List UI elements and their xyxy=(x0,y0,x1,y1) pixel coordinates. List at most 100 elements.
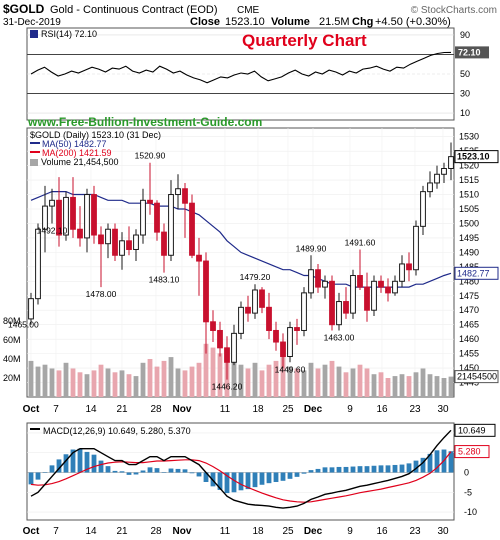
candle-body xyxy=(189,202,195,256)
volume-bar xyxy=(329,360,335,397)
rsi-tick-label: 10 xyxy=(460,108,470,118)
volume-bar xyxy=(399,374,405,397)
volume-badge xyxy=(454,370,499,384)
candle-body xyxy=(140,199,146,236)
x-axis-label-mid: 9 xyxy=(347,404,353,415)
x-axis-label-mid: Oct xyxy=(23,404,40,415)
macd-grid xyxy=(27,432,454,513)
macd-histogram-bar xyxy=(364,466,370,473)
volume-bar xyxy=(420,368,426,397)
candle-body xyxy=(196,254,202,262)
volume-bar xyxy=(49,368,55,397)
source-label: © StockCharts.com xyxy=(411,5,497,16)
macd-histogram-bar xyxy=(280,472,286,481)
volume-bar xyxy=(154,366,160,397)
macd-panel: MACD(12,26,9) 10.649, 5.280, 5.370 1050-… xyxy=(26,422,496,521)
volume-bar xyxy=(315,368,321,397)
candle-body xyxy=(343,301,349,314)
macd-histogram-bar xyxy=(413,460,419,473)
candle-body xyxy=(210,321,216,331)
rsi-axis: 907050301072.10 xyxy=(455,30,489,118)
candle-body xyxy=(378,280,384,288)
volume-bar xyxy=(280,355,286,397)
macd-histogram-bar xyxy=(168,468,174,473)
rsi-line xyxy=(30,51,452,84)
price-annotation-label: 1463.00 xyxy=(324,332,355,342)
price-annotation-label: 1491.60 xyxy=(345,237,376,247)
volume-bar xyxy=(350,368,356,397)
candle-body xyxy=(238,306,244,334)
price-frame xyxy=(26,127,455,398)
volume-bar xyxy=(203,343,209,397)
volume-bar xyxy=(392,376,398,397)
x-axis-label-mid: 28 xyxy=(150,404,162,415)
macd-histogram-bar xyxy=(357,466,363,473)
candle-body xyxy=(133,234,139,250)
candle-body xyxy=(420,191,426,227)
website-link[interactable]: www.Free-Bullion-Investment-Guide.com xyxy=(27,115,262,129)
price-annotation-label: 1520.90 xyxy=(135,151,166,161)
volume-value: 21.5M xyxy=(319,16,350,28)
macd-histogram-bar xyxy=(350,466,356,473)
volume-bar xyxy=(259,370,265,397)
volume-bar xyxy=(357,364,363,397)
candle-body xyxy=(315,269,321,288)
volume-bar xyxy=(189,366,195,397)
macd-histogram-bar xyxy=(238,472,244,491)
volume-tick-label: 60M xyxy=(3,335,21,345)
volume-bar xyxy=(301,370,307,397)
candle-body xyxy=(392,280,398,294)
volume-bar xyxy=(84,374,90,397)
volume-bars xyxy=(28,343,454,397)
macd-histogram-bar xyxy=(49,465,55,473)
volume-bar xyxy=(336,366,342,397)
candle-body xyxy=(161,231,167,256)
x-axis-label-bottom: Nov xyxy=(173,526,192,537)
macd-histogram-bar xyxy=(385,465,391,473)
macd-line xyxy=(30,429,452,509)
price-badge-text: 1523.10 xyxy=(457,152,490,162)
ma50-legend: MA(50) 1482.77 xyxy=(42,139,107,149)
volume-bar xyxy=(126,374,132,397)
volume-label: Volume xyxy=(271,16,310,28)
x-axis-label-bottom: 28 xyxy=(150,526,162,537)
x-axis-label-bottom: Dec xyxy=(304,526,323,537)
volume-bar xyxy=(364,368,370,397)
x-axis-label-bottom: 7 xyxy=(53,526,59,537)
volume-bar xyxy=(413,372,419,397)
macd-histogram-bar xyxy=(294,472,300,477)
x-axis-label-bottom: Oct xyxy=(23,526,40,537)
candles xyxy=(28,142,454,380)
price-tick-label: 1465 xyxy=(459,320,479,330)
candle-body xyxy=(56,199,62,236)
price-annotation-label: 1465.00 xyxy=(8,320,39,330)
volume-badge-text: 21454500 xyxy=(457,372,497,382)
ma200-legend-swatch xyxy=(30,151,40,153)
macd-badge-text: 10.649 xyxy=(458,425,486,435)
macd-histogram-bar xyxy=(189,472,195,474)
price-tick-label: 1515 xyxy=(459,175,479,185)
macd-histogram-bar xyxy=(147,467,153,473)
candle-body xyxy=(217,329,223,349)
rsi-panel: RSI(14) 72.10 Quarterly Chart 9070503010… xyxy=(26,27,489,121)
candle-body xyxy=(112,228,118,256)
candle-body xyxy=(42,205,48,230)
macd-tick-label: 0 xyxy=(464,467,469,477)
volume-bar xyxy=(217,353,223,397)
candle-body xyxy=(280,341,286,358)
volume-bar xyxy=(182,370,188,397)
candle-body xyxy=(406,263,412,271)
candle-body xyxy=(35,228,41,300)
volume-bar xyxy=(119,370,125,397)
volume-bar xyxy=(175,368,181,397)
candle-body xyxy=(441,167,447,175)
x-axis-label-mid: 25 xyxy=(282,404,294,415)
volume-bar xyxy=(133,376,139,397)
price-annotation-label: 1478.00 xyxy=(86,289,117,299)
candle-body xyxy=(175,188,181,196)
rsi-tick-label: 50 xyxy=(460,69,470,79)
volume-bar xyxy=(42,364,48,397)
x-axis-label-mid: 21 xyxy=(116,404,128,415)
candle-body xyxy=(273,329,279,343)
rsi-legend-swatch xyxy=(30,30,38,38)
